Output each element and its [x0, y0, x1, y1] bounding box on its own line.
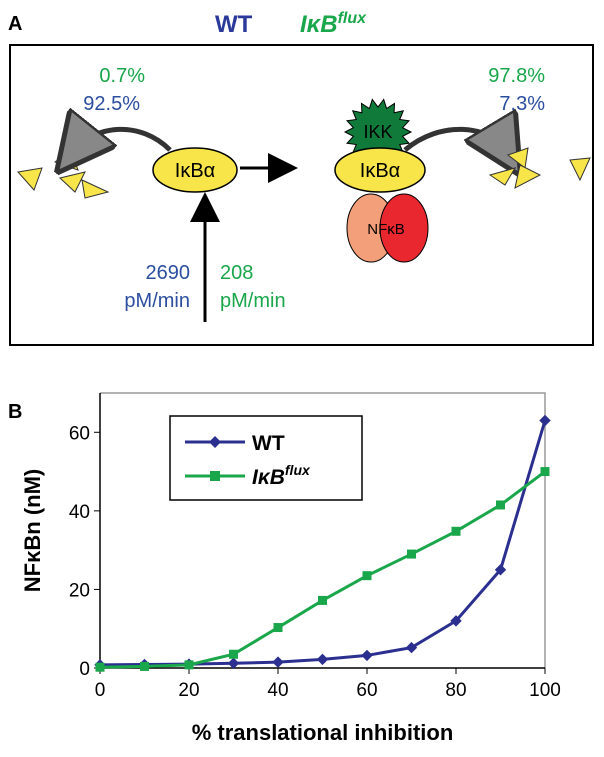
legend-label: WT — [252, 432, 285, 455]
fragments-right — [488, 147, 591, 189]
marker — [273, 623, 283, 633]
left-wt-pct: 92.5% — [83, 93, 140, 115]
degradation-arrow-left — [75, 129, 172, 150]
marker — [496, 500, 505, 510]
left-flux-pct: 0.7% — [99, 65, 145, 87]
ikba-right — [334, 147, 426, 193]
header-wt: WT — [215, 11, 253, 38]
legend-marker — [209, 436, 221, 448]
x-axis-label: % translational inhibition — [192, 720, 454, 745]
marker — [362, 571, 372, 581]
ikba-left-label: IκBα — [175, 160, 215, 182]
marker — [229, 649, 238, 659]
marker — [407, 549, 416, 559]
y-tick-label: 20 — [69, 580, 90, 601]
synthesis-flux-unit: pM/min — [220, 290, 286, 312]
x-tick-label: 20 — [178, 680, 199, 701]
x-tick-label: 40 — [267, 680, 288, 701]
marker — [95, 662, 105, 672]
plot-frame — [100, 392, 546, 668]
panel-label: B — [8, 401, 22, 423]
marker — [361, 649, 373, 662]
marker — [451, 526, 461, 536]
y-tick-label: 0 — [79, 659, 90, 680]
legend-label-text: WT — [252, 432, 285, 455]
chart: 0 20 40 60 0 20 40 60 80 100 % translational inhib… — [20, 392, 561, 745]
right-wt-pct: 7.3% — [499, 93, 545, 115]
header-flux: IκBflux — [300, 10, 367, 38]
nfkb-label: NFκB — [367, 221, 405, 238]
marker — [450, 615, 462, 627]
y-tick-label: 60 — [69, 423, 90, 444]
synthesis-wt-unit: pM/min — [124, 290, 190, 312]
synthesis-wt-rate: 2690 — [146, 262, 191, 284]
x-tick-label: 80 — [445, 680, 466, 701]
right-flux-pct: 97.8% — [488, 65, 545, 87]
legend-box — [169, 415, 363, 501]
marker — [318, 595, 327, 605]
legend-marker — [210, 471, 220, 481]
marker — [272, 656, 284, 668]
ikba-right-label: IκBα — [360, 160, 400, 182]
y-tick-label: 40 — [69, 502, 90, 523]
marker — [405, 641, 418, 654]
x-tick-label: 60 — [356, 680, 377, 701]
marker — [140, 661, 149, 671]
y-axis-label: NFκBn (nM) — [20, 469, 45, 592]
panel-label: A — [8, 13, 22, 35]
marker — [494, 564, 507, 576]
marker — [227, 657, 240, 669]
x-tick-label: 100 — [529, 680, 561, 701]
legend-label: IκBflux — [252, 462, 311, 489]
header-flux-base: IκB — [300, 11, 338, 38]
degradation-arrow-right — [403, 129, 505, 150]
legend-label-sup: flux — [285, 462, 311, 478]
marker — [184, 660, 194, 670]
nfkb-right — [379, 193, 429, 263]
synthesis-flux-rate: 208 — [220, 262, 253, 284]
fragments-left — [17, 149, 110, 199]
marker — [316, 653, 329, 666]
marker — [539, 414, 551, 427]
diagram-frame — [9, 44, 594, 346]
x-tick-label: 0 — [95, 680, 106, 701]
legend-label-text: IκB — [252, 466, 285, 489]
marker — [540, 467, 550, 477]
ikk-label: IKK — [363, 122, 392, 142]
series-line — [99, 470, 546, 669]
header-flux-sup: flux — [338, 10, 368, 27]
